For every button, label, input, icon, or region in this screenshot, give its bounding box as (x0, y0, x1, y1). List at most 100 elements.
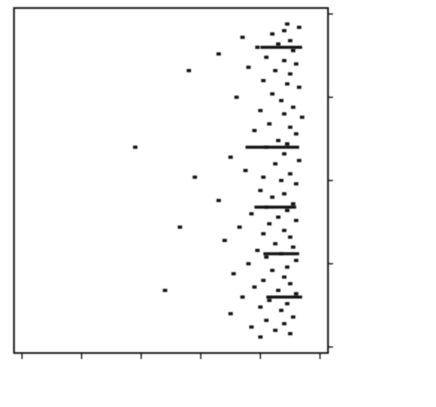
data-point (293, 292, 299, 296)
cluster-bar (266, 295, 303, 299)
data-point (270, 92, 275, 96)
data-point (273, 242, 278, 246)
data-point (296, 85, 302, 89)
data-point (290, 105, 296, 109)
data-point (270, 268, 275, 273)
data-point (288, 39, 293, 43)
data-point (258, 108, 263, 113)
data-point (299, 115, 305, 119)
data-point (246, 65, 251, 69)
data-point (296, 25, 302, 29)
data-point (264, 145, 269, 149)
data-point (288, 332, 293, 336)
data-point (293, 132, 299, 136)
data-point (162, 288, 168, 292)
data-point (285, 142, 290, 146)
x-axis-ticks (328, 13, 333, 348)
data-point (258, 305, 263, 309)
data-point (255, 248, 260, 253)
data-point (273, 162, 278, 166)
data-point (249, 212, 254, 216)
cluster-bar (254, 205, 297, 209)
data-point (216, 198, 221, 203)
data-point (258, 335, 263, 339)
data-point (282, 29, 287, 33)
data-point (240, 35, 245, 39)
data-point (285, 82, 290, 86)
data-point (249, 325, 254, 329)
data-point (186, 69, 192, 73)
data-point (222, 238, 227, 243)
data-point (234, 95, 239, 99)
data-point (290, 315, 296, 319)
cluster-bar (245, 145, 300, 149)
data-point (261, 175, 266, 179)
data-point (273, 69, 278, 73)
data-point (290, 245, 296, 249)
data-point (261, 232, 266, 236)
data-point (288, 72, 293, 76)
data-point (267, 122, 272, 126)
data-point (264, 318, 269, 322)
data-point (293, 62, 299, 66)
cluster-bar (260, 45, 303, 49)
data-point (282, 228, 287, 233)
data-point (288, 172, 293, 176)
data-point (252, 285, 257, 289)
data-point (282, 322, 287, 326)
data-point (282, 275, 287, 279)
data-point (290, 49, 296, 53)
data-point (177, 225, 183, 229)
data-point (270, 195, 275, 199)
data-point (133, 145, 138, 149)
data-point (293, 258, 299, 263)
data-point (279, 98, 284, 103)
data-point (231, 272, 236, 276)
data-point (285, 208, 290, 213)
data-point (288, 235, 293, 239)
data-point (279, 178, 284, 183)
data-point (228, 155, 233, 159)
data-point (279, 252, 284, 256)
data-point (264, 55, 269, 59)
data-point (282, 152, 287, 156)
data-point (228, 312, 233, 316)
data-point (285, 302, 290, 306)
data-point (264, 205, 269, 209)
data-point (276, 288, 281, 292)
data-point (237, 225, 242, 229)
data-point (276, 138, 281, 143)
data-point (293, 182, 299, 186)
data-point (261, 278, 266, 282)
data-point (267, 222, 272, 226)
data-point (285, 22, 290, 26)
data-point (261, 79, 266, 83)
data-point (255, 45, 260, 49)
data-point (290, 202, 296, 206)
data-point (246, 262, 251, 266)
data-point (276, 42, 281, 46)
y-axis-ticks (21, 353, 321, 359)
data-point (288, 282, 293, 286)
data-point (293, 218, 299, 223)
data-point (282, 112, 287, 116)
data-point (285, 265, 290, 269)
data-point (282, 59, 287, 63)
data-point (276, 215, 281, 219)
data-points (133, 22, 305, 339)
data-point (288, 125, 293, 129)
data-point (296, 158, 302, 163)
data-point (216, 52, 221, 56)
data-point (243, 168, 248, 173)
dense-column-bars (245, 45, 303, 299)
data-point (279, 308, 284, 312)
data-point (252, 128, 257, 133)
data-point (240, 295, 245, 299)
data-point (270, 32, 275, 36)
data-point (282, 192, 287, 196)
data-point (258, 188, 263, 193)
data-point (267, 298, 272, 302)
data-point (264, 255, 269, 259)
data-point (192, 175, 198, 179)
